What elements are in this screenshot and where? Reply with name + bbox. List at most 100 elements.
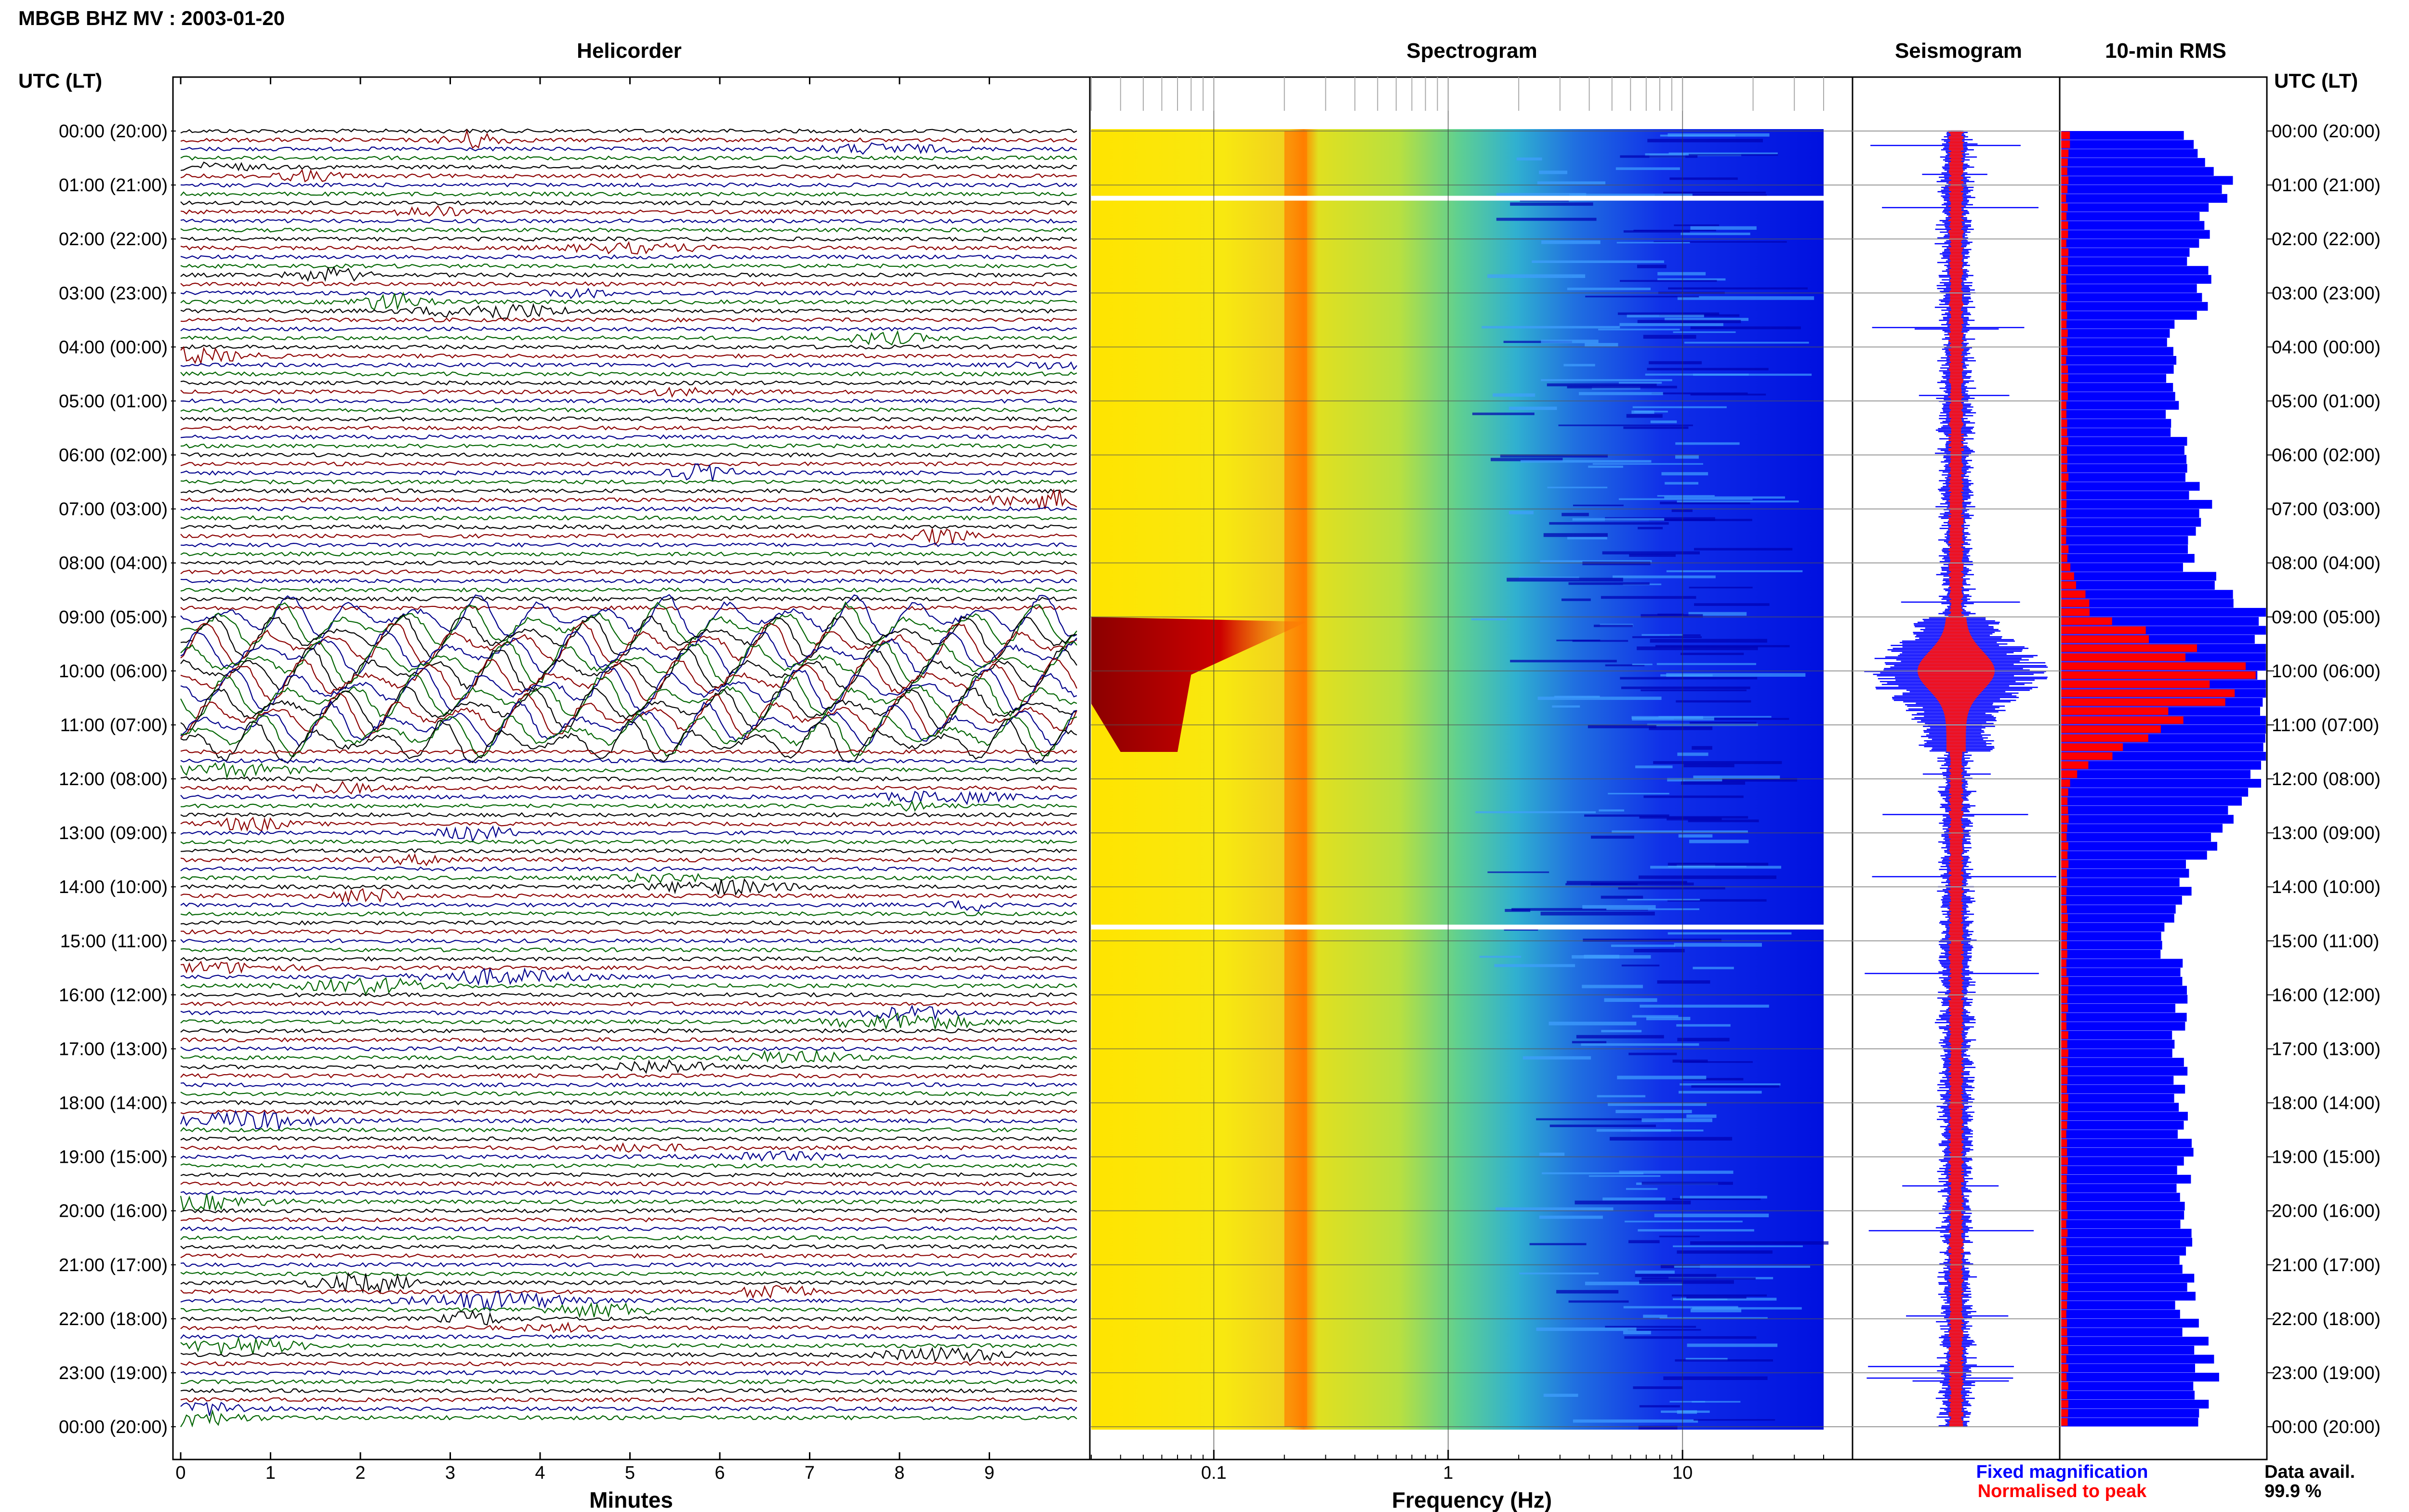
helicorder-trace bbox=[180, 848, 1077, 854]
spectrogram-streak bbox=[1539, 1215, 1603, 1219]
spectrogram-streak bbox=[1673, 331, 1736, 333]
spectrogram-streak bbox=[1682, 1078, 1744, 1081]
spectrogram-streak bbox=[1650, 866, 1781, 869]
rms-fixed-bar bbox=[2061, 1381, 2194, 1391]
spectrogram-streak bbox=[1663, 1376, 1768, 1380]
spectrogram-streak bbox=[1568, 582, 1650, 585]
rms-normalised-bar bbox=[2061, 968, 2067, 976]
spectrogram-streak bbox=[1639, 1405, 1680, 1407]
rms-fixed-bar bbox=[2061, 536, 2188, 545]
helicorder-trace bbox=[180, 839, 1077, 845]
rms-title: 10-min RMS bbox=[2105, 39, 2226, 63]
spectrogram-streak bbox=[1620, 155, 1698, 158]
rms-normalised-bar bbox=[2061, 680, 2210, 688]
rms-fixed-bar bbox=[2061, 797, 2242, 806]
rms-normalised-bar bbox=[2061, 851, 2068, 859]
helicorder-trace bbox=[180, 317, 1077, 323]
rms-fixed-bar bbox=[2061, 941, 2162, 950]
helicorder-trace bbox=[180, 169, 1077, 183]
rms-normalised-bar bbox=[2061, 455, 2068, 463]
spectrogram-streak bbox=[1641, 614, 1703, 618]
spectrogram-streak bbox=[1694, 603, 1770, 606]
spectrogram-streak bbox=[1680, 1083, 1781, 1086]
spectrogram-streak bbox=[1689, 587, 1753, 589]
rms-fixed-bar bbox=[2061, 482, 2200, 491]
rms-normalised-bar bbox=[2061, 221, 2068, 229]
helicorder-trace bbox=[180, 1181, 1077, 1187]
rms-normalised-bar bbox=[2061, 1040, 2067, 1048]
rms-normalised-bar bbox=[2061, 149, 2069, 158]
helicorder-trace bbox=[180, 657, 1078, 703]
rms-normalised-bar bbox=[2061, 644, 2197, 652]
spectrogram-streak bbox=[1598, 329, 1680, 330]
spectrogram-gap bbox=[1091, 196, 1826, 201]
time-label-left: 03:00 (23:00) bbox=[59, 283, 168, 303]
spectrogram-streak bbox=[1619, 280, 1717, 282]
spectrogram-streak bbox=[1490, 458, 1563, 461]
spectrogram-streak bbox=[1522, 1056, 1591, 1060]
rms-normalised-bar bbox=[2061, 464, 2067, 472]
helicorder-trace bbox=[180, 128, 1077, 134]
spectrogram-streak bbox=[1493, 393, 1535, 397]
helicorder-trace bbox=[180, 1194, 1077, 1212]
spectrogram-title: Spectrogram bbox=[1406, 39, 1537, 63]
spectrogram-streak bbox=[1547, 383, 1657, 387]
time-label-right: 18:00 (14:00) bbox=[2272, 1093, 2381, 1114]
rms-fixed-bar bbox=[2061, 608, 2266, 617]
rms-normalised-bar bbox=[2061, 1364, 2068, 1372]
helicorder-trace bbox=[180, 929, 1077, 935]
rms-fixed-bar bbox=[2061, 1283, 2187, 1292]
helicorder-trace bbox=[180, 161, 1077, 171]
helicorder-trace bbox=[180, 1285, 1077, 1299]
spectrogram-streak bbox=[1597, 1095, 1646, 1098]
spectrogram-streak bbox=[1505, 909, 1531, 912]
rms-normalised-bar bbox=[2061, 545, 2069, 553]
spectrogram-streak bbox=[1660, 501, 1750, 504]
spectrogram-streak bbox=[1678, 1091, 1762, 1094]
rms-fixed-bar bbox=[2061, 1418, 2198, 1427]
spectrogram-streak bbox=[1588, 724, 1656, 728]
rms-fixed-bar bbox=[2061, 1301, 2175, 1310]
time-label-right: 13:00 (09:00) bbox=[2272, 823, 2381, 843]
rms-normalised-bar bbox=[2061, 419, 2067, 427]
spectrogram-streak bbox=[1536, 1327, 1637, 1331]
rms-fixed-bar bbox=[2061, 1183, 2177, 1193]
time-label-right: 19:00 (15:00) bbox=[2272, 1147, 2381, 1168]
spectrogram-streak bbox=[1660, 134, 1735, 137]
rms-normalised-bar bbox=[2061, 1013, 2066, 1021]
spectrogram-streak bbox=[1687, 1343, 1778, 1347]
spectrogram-streak bbox=[1692, 746, 1712, 750]
spectrogram-streak bbox=[1630, 1130, 1704, 1131]
helicorder-trace bbox=[180, 506, 1077, 512]
rms-fixed-bar bbox=[2061, 1264, 2183, 1274]
spectrogram-streak bbox=[1693, 967, 1734, 970]
rms-fixed-bar bbox=[2061, 1364, 2196, 1373]
rms-fixed-bar bbox=[2061, 1058, 2184, 1067]
helicorder-trace bbox=[180, 800, 1077, 812]
rms-normalised-bar bbox=[2061, 428, 2067, 436]
rms-normalised-bar bbox=[2061, 167, 2067, 175]
spectrogram-streak bbox=[1680, 1061, 1753, 1063]
time-label-left: 15:00 (11:00) bbox=[60, 931, 168, 951]
spectrogram-streak bbox=[1690, 1308, 1742, 1313]
rms-normalised-bar bbox=[2061, 1175, 2067, 1183]
time-label-right: 11:00 (07:00) bbox=[2272, 715, 2379, 736]
spectrogram-streak bbox=[1648, 361, 1702, 365]
spectrogram-streak bbox=[1656, 663, 1757, 665]
helicorder-trace bbox=[180, 825, 1077, 843]
spectrogram-burst bbox=[1091, 617, 1307, 752]
spectrogram-streak bbox=[1572, 1041, 1607, 1043]
rms-fixed-bar bbox=[2061, 1031, 2172, 1040]
time-label-right: 12:00 (08:00) bbox=[2272, 769, 2381, 789]
time-label-left: 07:00 (03:00) bbox=[59, 500, 168, 520]
spectrogram-streak bbox=[1660, 674, 1713, 677]
spectrogram-gap bbox=[1091, 924, 1826, 930]
spectrogram-streak bbox=[1543, 1394, 1578, 1397]
helicorder-trace bbox=[180, 1049, 1077, 1064]
spectrogram-streak bbox=[1640, 1004, 1769, 1008]
helicorder-trace bbox=[180, 1208, 1077, 1214]
helicorder-trace bbox=[180, 1100, 1077, 1106]
rms-normalised-bar bbox=[2061, 581, 2076, 589]
helicorder-trace bbox=[180, 1109, 1077, 1115]
